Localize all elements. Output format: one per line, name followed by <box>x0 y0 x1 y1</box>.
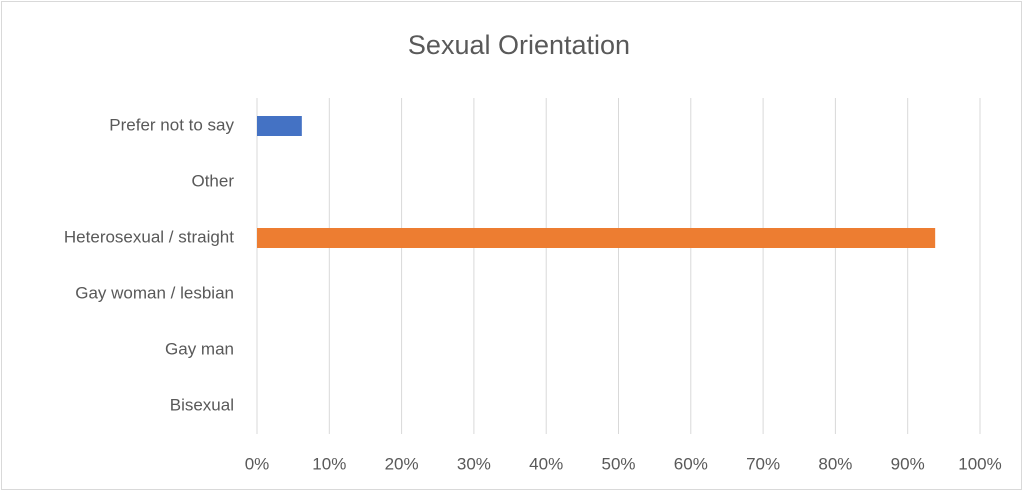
chart-title: Sexual Orientation <box>408 30 630 60</box>
x-tick-label: 30% <box>457 454 491 473</box>
x-tick-label: 60% <box>674 454 708 473</box>
x-tick-label: 50% <box>601 454 635 473</box>
x-tick-label: 20% <box>385 454 419 473</box>
x-tick-label: 70% <box>746 454 780 473</box>
x-tick-label: 10% <box>312 454 346 473</box>
x-tick-label: 40% <box>529 454 563 473</box>
y-tick-label: Gay woman / lesbian <box>75 283 234 302</box>
y-tick-label: Gay man <box>165 339 234 358</box>
bar <box>257 116 302 136</box>
y-tick-label: Heterosexual / straight <box>64 227 234 246</box>
y-tick-label: Prefer not to say <box>109 115 234 134</box>
y-tick-label: Other <box>191 171 234 190</box>
y-tick-label: Bisexual <box>170 395 234 414</box>
x-tick-label: 90% <box>891 454 925 473</box>
bar <box>257 228 936 248</box>
x-tick-label: 100% <box>958 454 1001 473</box>
x-tick-label: 80% <box>818 454 852 473</box>
x-tick-label: 0% <box>245 454 270 473</box>
